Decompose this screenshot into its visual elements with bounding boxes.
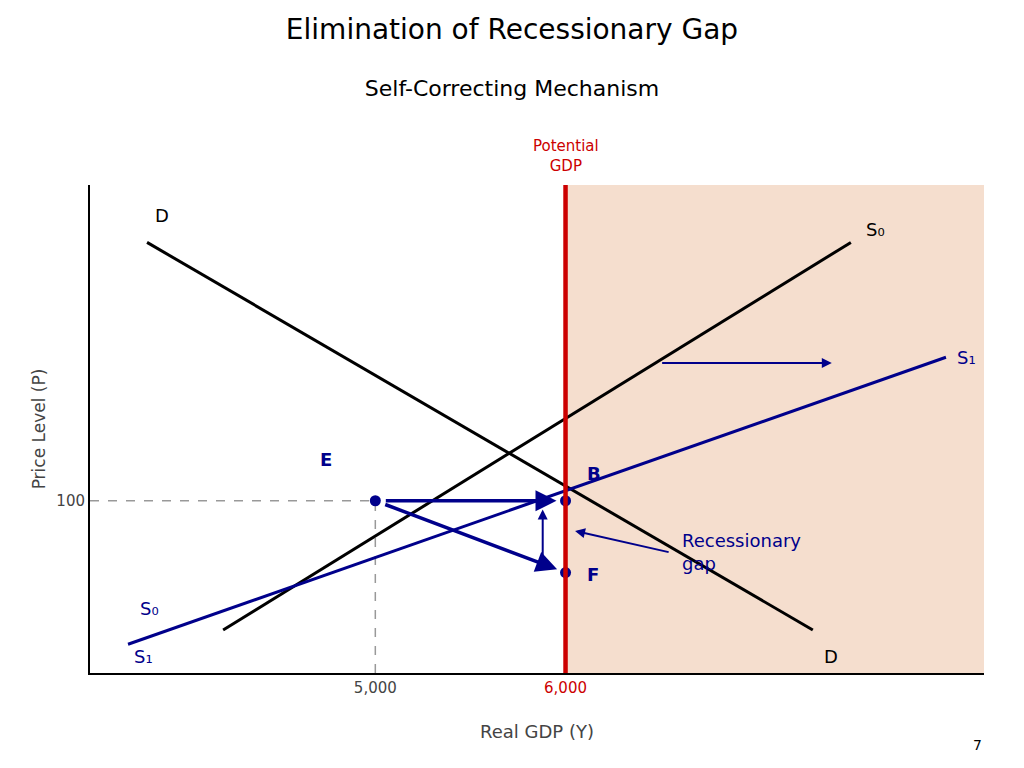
svg-text:Elimination of Recessionary Ga: Elimination of Recessionary Gap [286, 13, 738, 46]
svg-text:S₁: S₁ [134, 646, 153, 667]
svg-text:S₀: S₀ [866, 219, 885, 240]
svg-text:D: D [824, 646, 838, 667]
svg-text:6,000: 6,000 [544, 679, 587, 697]
svg-text:S₀: S₀ [140, 598, 159, 619]
svg-text:B: B [587, 463, 601, 484]
svg-text:5,000: 5,000 [354, 679, 397, 697]
svg-text:S₁: S₁ [957, 347, 976, 368]
svg-text:E: E [320, 449, 332, 470]
svg-text:7: 7 [973, 737, 982, 753]
svg-text:Recessionarygap: Recessionarygap [682, 530, 801, 574]
svg-text:Real GDP (Y): Real GDP (Y) [480, 721, 594, 742]
svg-text:F: F [587, 564, 599, 585]
svg-text:Self-Correcting Mechanism: Self-Correcting Mechanism [365, 76, 659, 101]
svg-text:100: 100 [56, 492, 85, 510]
svg-text:D: D [155, 205, 169, 226]
svg-text:PotentialGDP: PotentialGDP [533, 137, 599, 175]
svg-text:Price Level (P): Price Level (P) [29, 369, 49, 490]
